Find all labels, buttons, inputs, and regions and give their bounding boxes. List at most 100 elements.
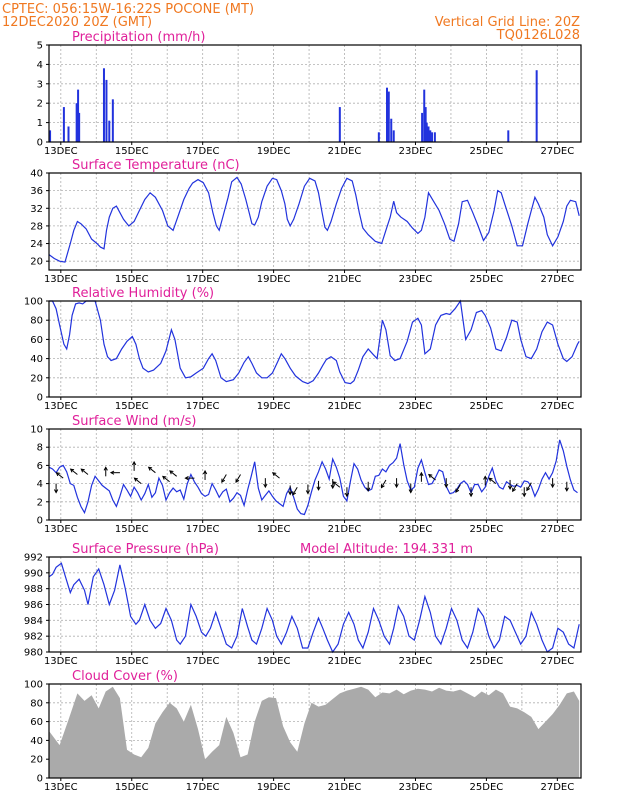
wind-arrow (526, 482, 532, 491)
wind-arrow-head (202, 469, 208, 475)
wind-arrow-head (526, 486, 531, 492)
y-tick-label: 992 (24, 553, 43, 564)
wind-arrow (332, 481, 341, 488)
wind-arrow-head (507, 485, 513, 491)
y-tick-label: 4 (37, 479, 43, 490)
wind-arrow-head (488, 477, 493, 482)
wind-arrow-head (147, 466, 153, 471)
panel-frame (48, 172, 582, 271)
x-tick-label: 21DEC (328, 524, 362, 535)
wind-arrow (488, 477, 497, 484)
y-tick-label: 5 (37, 41, 43, 52)
precip-bar (392, 130, 395, 142)
model-altitude-note: Model Altitude: 194.331 m (300, 542, 473, 557)
y-tick-label: 40 (30, 354, 43, 365)
x-tick-label: 25DEC (470, 274, 504, 285)
x-tick-label: 23DEC (399, 401, 433, 412)
y-tick-label: 80 (30, 316, 43, 327)
panel-title: Surface Wind (m/s) (72, 414, 196, 429)
panel-title: Surface Pressure (hPa) (72, 542, 219, 557)
wind-arrow-head (292, 491, 297, 496)
wind-arrow-head (316, 486, 321, 491)
x-tick-label: 21DEC (328, 146, 362, 157)
y-tick-label: 100 (24, 297, 43, 308)
wind-arrow-head (169, 470, 174, 475)
precip-bar (387, 91, 390, 142)
x-tick-label: 15DEC (115, 656, 149, 667)
y-tick-label: 980 (24, 648, 43, 659)
wind-arrow-head (221, 478, 226, 484)
x-tick-label: 25DEC (470, 401, 504, 412)
y-tick-label: 2 (37, 497, 43, 508)
x-tick-label: 23DEC (399, 782, 433, 793)
header-station: CPTEC: 056:15W-16:22S POCONE (MT) (2, 2, 254, 17)
x-tick-label: 23DEC (399, 524, 433, 535)
wind-arrow-head (109, 470, 115, 475)
panel-title: Relative Humidity (%) (72, 286, 214, 301)
x-tick-label: 21DEC (328, 401, 362, 412)
panel-title: Cloud Cover (%) (72, 669, 178, 684)
x-tick-label: 19DEC (257, 524, 291, 535)
y-tick-label: 80 (30, 698, 43, 709)
y-tick-label: 4 (37, 60, 43, 71)
y-tick-label: 984 (24, 616, 43, 627)
x-tick-label: 27DEC (540, 401, 574, 412)
precip-bar (424, 107, 427, 142)
x-tick-label: 13DEC (44, 274, 78, 285)
y-tick-label: 20 (30, 755, 43, 766)
wind-arrow (148, 466, 156, 474)
x-tick-label: 21DEC (328, 782, 362, 793)
y-tick-label: 0 (37, 516, 43, 527)
panel-frame (48, 300, 582, 398)
x-tick-label: 15DEC (115, 146, 149, 157)
x-tick-label: 27DEC (540, 656, 574, 667)
header-grid-note: Vertical Grid Line: 20Z (435, 15, 580, 30)
panel-frame (48, 428, 582, 521)
y-tick-label: 20 (30, 373, 43, 384)
x-tick-label: 17DEC (186, 401, 220, 412)
wind-arrow (70, 468, 78, 475)
x-tick-label: 19DEC (257, 274, 291, 285)
wind-arrow-head (263, 483, 268, 489)
wind-arrow-head (288, 491, 293, 496)
x-tick-label: 25DEC (470, 524, 504, 535)
wind-arrow (292, 486, 298, 496)
y-tick-label: 32 (30, 204, 43, 215)
wind-arrow-head (455, 488, 460, 494)
wind-arrow-head (80, 468, 85, 473)
precip-bar (77, 89, 80, 142)
y-tick-label: 28 (30, 221, 43, 232)
y-tick-label: 2 (37, 99, 43, 110)
x-tick-label: 13DEC (44, 656, 78, 667)
x-tick-label: 27DEC (540, 146, 574, 157)
header-run-code: TQ0126L028 (496, 28, 580, 43)
panel-frame (48, 683, 582, 779)
y-tick-label: 1 (37, 118, 43, 129)
wind-arrow (428, 474, 436, 481)
wind-arrow (80, 468, 89, 475)
precip-bar (431, 132, 434, 142)
wind-arrow-head (162, 475, 167, 480)
y-tick-label: 990 (24, 568, 43, 579)
cloud-cover-area (49, 686, 580, 778)
x-tick-label: 25DEC (470, 146, 504, 157)
x-tick-label: 27DEC (540, 782, 574, 793)
x-tick-label: 25DEC (470, 656, 504, 667)
wind-arrow (381, 479, 387, 488)
x-tick-label: 17DEC (186, 274, 220, 285)
x-tick-label: 19DEC (257, 146, 291, 157)
wind-arrow (162, 475, 170, 483)
precip-bar (75, 103, 78, 142)
precip-bar (385, 87, 388, 142)
precip-bar (102, 68, 105, 142)
wind-arrow-head (271, 472, 277, 477)
precip-bar (111, 99, 114, 142)
header-run-date: 12DEC2020 20Z (GMT) (2, 15, 152, 30)
panel-frame (48, 44, 582, 143)
y-tick-label: 0 (37, 774, 43, 785)
wind-arrow-head (394, 483, 399, 489)
wind-arrow-head (550, 483, 555, 489)
wind-arrow-head (408, 489, 413, 494)
precip-bar (421, 112, 424, 142)
